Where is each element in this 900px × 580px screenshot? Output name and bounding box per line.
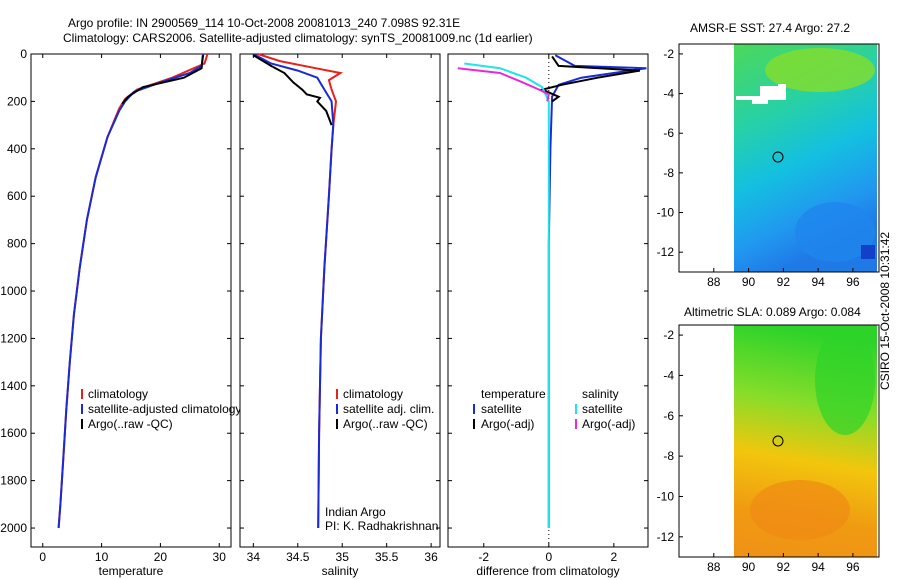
sst-map-border [678, 43, 880, 273]
sla-map-ticks: 88 90 92 94 96 -2 -4 -6 -8 -10 -12 [657, 328, 860, 574]
figure-title-line1: Argo profile: IN 2900569_114 10-Oct-2008… [68, 16, 460, 30]
sla_map-ytick-label: -12 [657, 530, 675, 544]
salinity-xtick-label: 34 [247, 550, 261, 564]
temperature-xtick-label: 30 [213, 550, 227, 564]
salinity-annotation: PI: K. Radhakrishnan [325, 519, 438, 533]
sst_map-xtick-label: 94 [811, 275, 825, 289]
sst_map-xtick-label: 88 [707, 275, 721, 289]
sla_map-xtick-label: 94 [811, 560, 825, 574]
salinity-profile-panel: 34 34.5 35 35.5 36 salinity climatologysatelli… [239, 53, 441, 578]
sst-argo-location-marker [772, 151, 784, 163]
difference-legend-sal-label: satellite [582, 402, 623, 416]
salinity-legend-label: satellite adj. clim. [343, 402, 434, 416]
sla_map-ytick-label: -8 [663, 449, 674, 463]
sla_map-ytick-label: -2 [663, 328, 674, 342]
sst_map-xtick-label: 96 [846, 275, 860, 289]
sst_map-xtick-label: 90 [742, 275, 756, 289]
temperature-ytick-label: 1400 [0, 379, 27, 393]
sst_map-ytick-label: -12 [657, 245, 675, 259]
salinity-xtick-label: 35 [336, 550, 350, 564]
sst_map-ytick-label: -8 [663, 166, 674, 180]
temperature-xtick-label: 20 [154, 550, 168, 564]
difference-xtick-label: 2 [611, 550, 618, 564]
salinity-annotation: Indian Argo [325, 505, 386, 519]
sla_map-xtick-label: 88 [707, 560, 721, 574]
figure-title-line2: Climatology: CARS2006. Satellite-adjuste… [63, 31, 533, 45]
difference-legend-sal-label: Argo(-adj) [582, 417, 635, 431]
sst_map-ytick-label: -6 [663, 126, 674, 140]
difference-xtick-label: 0 [545, 550, 552, 564]
difference-series-salinity-argo-adj- [457, 67, 550, 102]
temperature-ytick-label: 1600 [0, 426, 27, 440]
difference-series-temperature-argo-adj- [539, 55, 641, 103]
difference-legend-temp-label: satellite [481, 402, 522, 416]
temperature-ytick-label: 200 [7, 94, 27, 108]
difference-legend-temp-label: Argo(-adj) [481, 417, 534, 431]
sla_map-ytick-label: -4 [663, 368, 674, 382]
difference-series-salinity-satellite [464, 62, 550, 528]
sst_map-ytick-label: -10 [657, 206, 675, 220]
sst-warm-patch [765, 48, 875, 92]
salinity-legend-label: climatology [343, 387, 403, 401]
sst-map-ticks: 88 90 92 94 96 -2 -4 -6 -8 -10 -12 [657, 47, 860, 289]
sla-green-tongue [815, 325, 875, 435]
sst-dark-patch [861, 245, 875, 259]
temperature-ytick-label: 600 [7, 189, 27, 203]
temperature-series-satellite-adjusted-climatology [57, 53, 205, 529]
difference-legend-temp-label: temperature [481, 387, 546, 401]
sst-map-panel: AMSR-E SST: 27.4 Argo: 27.2 88 90 92 94 96 -2… [657, 21, 880, 289]
sst-missing-data-patch [736, 84, 786, 104]
sla_map-ytick-label: -10 [657, 489, 675, 503]
temperature-ytick-label: 1000 [0, 284, 27, 298]
temperature-ytick-label: 400 [7, 142, 27, 156]
salinity-legend-label: Argo(..raw -QC) [343, 417, 428, 431]
difference-legend-sal-label: salinity [582, 387, 619, 401]
temperature-xlabel: temperature [99, 564, 164, 578]
temperature-legend-label: Argo(..raw -QC) [88, 417, 173, 431]
difference-xtick-label: -2 [478, 550, 489, 564]
sla_map-xtick-label: 92 [777, 560, 791, 574]
sla_map-xtick-label: 96 [846, 560, 860, 574]
sst_map-ytick-label: -2 [663, 47, 674, 61]
sla-high-patch [750, 480, 850, 540]
temperature-legend-label: climatology [88, 387, 148, 401]
salinity-xtick-label: 35.5 [375, 550, 399, 564]
temperature-ytick-label: 800 [7, 237, 27, 251]
difference-xlabel: difference from climatology [476, 564, 619, 578]
salinity-series-satellite-adj-clim- [252, 53, 335, 529]
temperature-ytick-label: 0 [20, 47, 27, 61]
temperature-ytick-label: 1800 [0, 474, 27, 488]
temperature-axes-box [30, 53, 232, 548]
salinity-xlabel: salinity [322, 564, 359, 578]
sst-map-title: AMSR-E SST: 27.4 Argo: 27.2 [690, 21, 850, 35]
sst_map-xtick-label: 92 [777, 275, 791, 289]
temperature-xtick-label: 0 [39, 550, 46, 564]
sla-map-title: Altimetric SLA: 0.089 Argo: 0.084 [684, 305, 861, 319]
salinity-xtick-label: 36 [424, 550, 438, 564]
temperature-legend-label: satellite-adjusted climatology [88, 402, 241, 416]
sst-cool-patch [795, 202, 875, 262]
temperature-xtick-label: 10 [95, 550, 109, 564]
temperature-series-argo-raw-qc- [121, 55, 204, 105]
temperature-ytick-label: 1200 [0, 331, 27, 345]
temperature-ytick-label: 2000 [0, 521, 27, 535]
sla_map-xtick-label: 90 [742, 560, 756, 574]
salinity-series-argo-raw-qc- [252, 54, 333, 126]
csiro-timestamp-label: CSIRO 15-Oct-2008 10:31:42 [878, 231, 892, 390]
temperature-profile-panel: 0 200 400 600 800 1000 1200 1400 1600 1800 2000 0 10… [0, 47, 241, 578]
sla-map-panel: Altimetric SLA: 0.089 Argo: 0.084 88 90 92… [657, 305, 880, 574]
sla_map-ytick-label: -6 [663, 409, 674, 423]
salinity-axes-box [239, 53, 441, 548]
sla-map-border [678, 324, 880, 558]
sst_map-ytick-label: -4 [663, 87, 674, 101]
salinity-xtick-label: 34.5 [286, 550, 310, 564]
sla-argo-location-marker [772, 435, 784, 447]
